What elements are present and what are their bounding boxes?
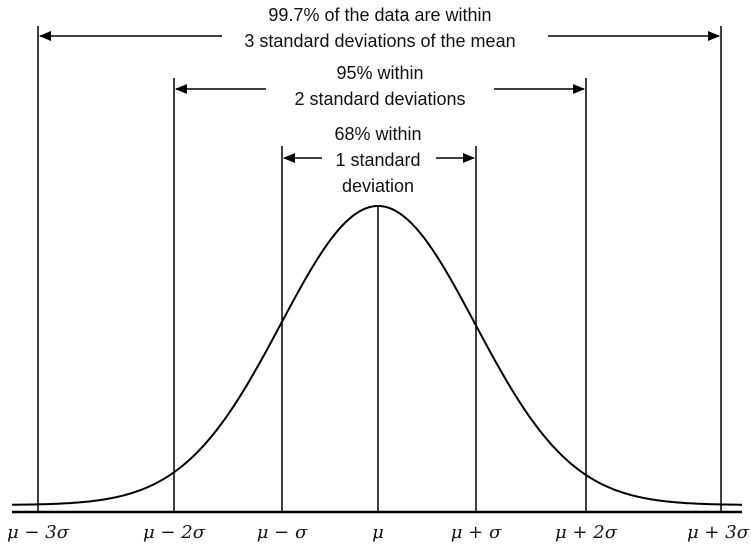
tick-label-minus-3sigma: μ − 3σ <box>7 522 70 543</box>
band-2sd-line1: 95% within <box>336 63 423 83</box>
tick-label-plus-2sigma: μ + 2σ <box>555 522 618 543</box>
band-1sd-line2: 1 standard <box>335 150 420 170</box>
band-3sd-line1: 99.7% of the data are within <box>268 5 491 25</box>
bell-curve <box>11 204 743 506</box>
tick-label-minus-2sigma: μ − 2σ <box>143 522 206 543</box>
tick-label-plus-3sigma: μ + 3σ <box>687 522 750 543</box>
band-2sd-line2: 2 standard deviations <box>294 89 465 109</box>
band-1sd-line3: deviation <box>342 176 414 196</box>
tick-label-plus-1sigma: μ + σ <box>451 522 502 543</box>
band-1sd-line1: 68% within <box>334 124 421 144</box>
tick-label-minus-1sigma: μ − σ <box>257 522 308 543</box>
band-3sd-line2: 3 standard deviations of the mean <box>244 31 515 51</box>
tick-label-mean: μ <box>372 522 384 543</box>
